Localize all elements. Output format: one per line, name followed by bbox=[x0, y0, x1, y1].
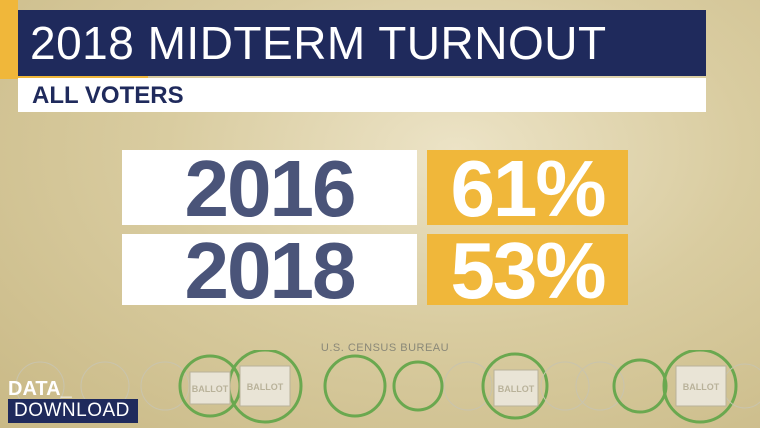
ballot-label: BALLOT bbox=[498, 384, 535, 394]
turnout-cell: 61% bbox=[427, 149, 628, 229]
accent-line bbox=[0, 76, 148, 79]
ballot-box bbox=[493, 369, 539, 407]
accent-bar bbox=[0, 0, 18, 76]
ballot-box bbox=[675, 365, 727, 407]
ballot-decoration: BALLOT BALLOT BALLOT BALLOT bbox=[15, 350, 760, 424]
ballot-box bbox=[189, 371, 231, 405]
ballot-ring bbox=[392, 360, 444, 412]
ballot-ring bbox=[612, 358, 668, 414]
subtitle: ALL VOTERS bbox=[18, 78, 706, 112]
year-cell: 2018 bbox=[122, 231, 417, 311]
title: 2018 MIDTERM TURNOUT bbox=[18, 10, 706, 76]
ballot-ring bbox=[722, 363, 760, 409]
ballot-ring bbox=[140, 361, 190, 411]
ballot-ring bbox=[481, 352, 549, 420]
source: U.S. CENSUS BUREAU bbox=[320, 342, 450, 354]
ballot-ring bbox=[575, 361, 625, 411]
ballot-box bbox=[239, 365, 291, 407]
ballot-ring bbox=[540, 361, 590, 411]
ballot-label: BALLOT bbox=[192, 384, 229, 394]
logo-top: DATA_ bbox=[8, 378, 72, 400]
turnout-cell: 53% bbox=[427, 231, 628, 311]
ballot-label: BALLOT bbox=[683, 382, 720, 392]
ballot-ring bbox=[443, 361, 493, 411]
ballot-ring bbox=[323, 354, 387, 418]
year-cell: 2016 bbox=[122, 149, 417, 229]
ballot-label: BALLOT bbox=[247, 382, 284, 392]
ballot-ring bbox=[662, 350, 738, 424]
logo-bottom: DOWNLOAD bbox=[8, 399, 138, 423]
